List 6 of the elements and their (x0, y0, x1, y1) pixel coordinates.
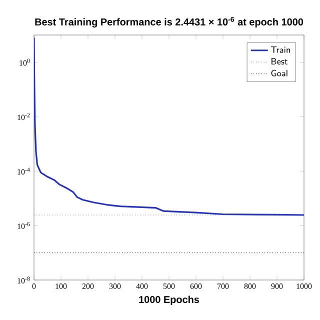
x-axis-title: 1000 Epochs (139, 296, 200, 306)
legend-label: Best (272, 58, 288, 64)
legend-label: Goal (271, 70, 288, 76)
chart-title: Best Training Performance is 2.4431 × 10$^{-6}$ at epoch 1000 (35, 16, 304, 28)
line-series (34, 36, 304, 216)
legend-label: Train (270, 46, 290, 53)
